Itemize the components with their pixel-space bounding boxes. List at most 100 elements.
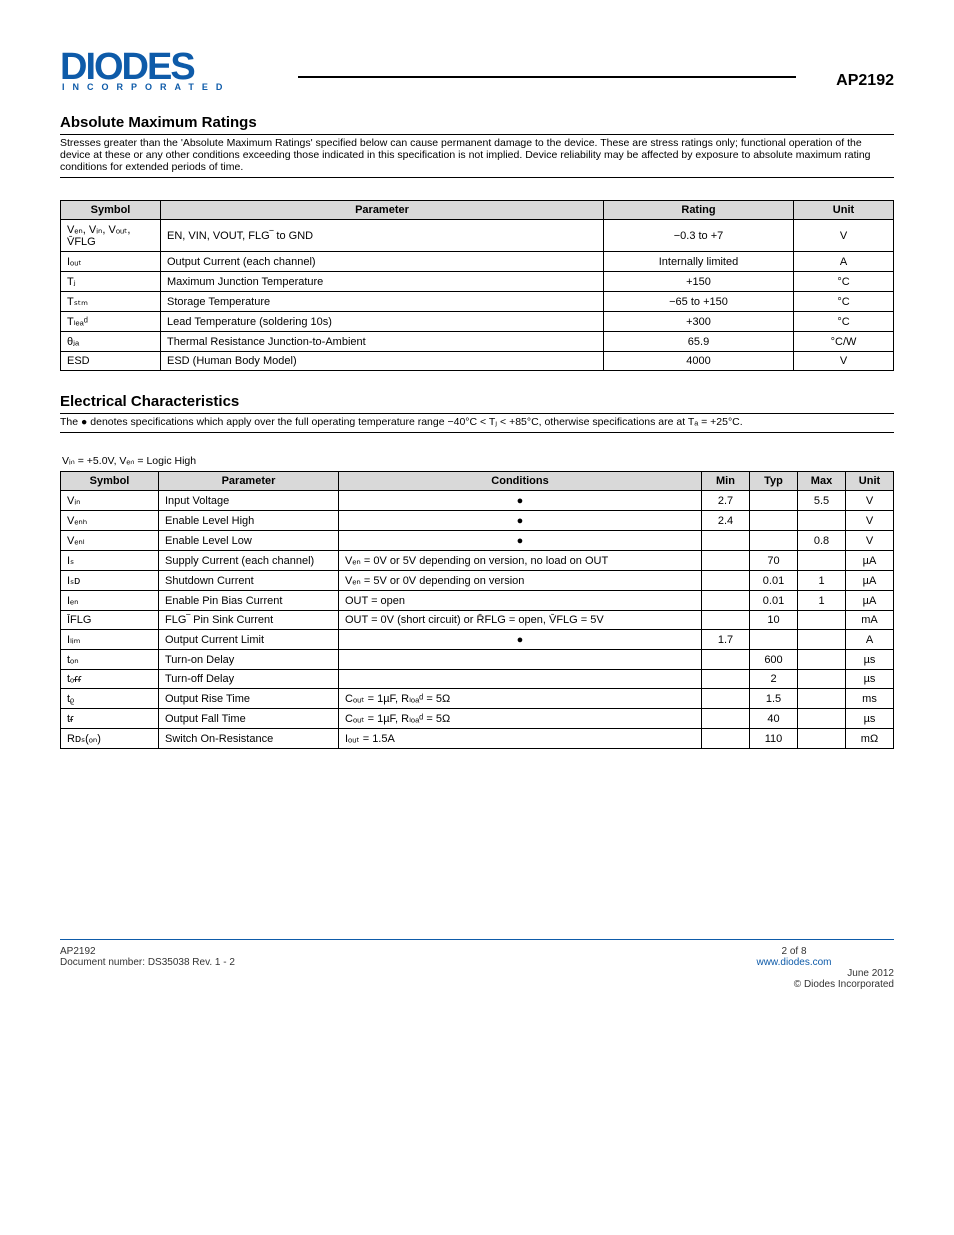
cell: Iₗᵢₘ — [61, 630, 159, 650]
logo-wordmark: DIODES — [60, 50, 290, 84]
cell — [798, 670, 846, 689]
col-rating: Rating — [604, 201, 794, 220]
col-min: Min — [702, 472, 750, 491]
cell: 110 — [750, 729, 798, 749]
cell: Supply Current (each channel) — [159, 551, 339, 571]
cell: Turn-on Delay — [159, 650, 339, 670]
cell: A — [846, 630, 894, 650]
cell: FLG‾ Pin Sink Current — [159, 611, 339, 630]
table-header-row: Symbol Parameter Conditions Min Typ Max … — [61, 472, 894, 491]
cell: V — [846, 531, 894, 551]
cell: µs — [846, 670, 894, 689]
col-unit: Unit — [846, 472, 894, 491]
part-number: AP2192 — [804, 72, 894, 92]
logo-subtext: INCORPORATED — [60, 82, 290, 92]
condition-note: Vᵢₙ = +5.0V, Vₑₙ = Logic High — [62, 455, 894, 467]
cell: Tₛₜₘ — [61, 292, 161, 312]
cell: Lead Temperature (soldering 10s) — [161, 312, 604, 332]
cell: Iₒᵤₜ = 1.5A — [339, 729, 702, 749]
amr-table: Symbol Parameter Rating Unit Vₑₙ, Vᵢₙ, V… — [60, 200, 894, 371]
cell: Output Current Limit — [159, 630, 339, 650]
cell: Iₛ — [61, 551, 159, 571]
cell: ● — [339, 531, 702, 551]
cell: OUT = 0V (short circuit) or R̄FLG = open… — [339, 611, 702, 630]
cell: Maximum Junction Temperature — [161, 272, 604, 292]
footer-date: June 2012 — [694, 968, 894, 979]
cell: ● — [339, 630, 702, 650]
cell — [702, 591, 750, 611]
cell — [702, 611, 750, 630]
cell: 0.01 — [750, 571, 798, 591]
table-row: tₒᵳᵳTurn-off Delay2µs — [61, 670, 894, 689]
cell: Iₛᴅ — [61, 571, 159, 591]
table-row: VᵢₙInput Voltage●2.75.5V — [61, 491, 894, 511]
cell — [339, 650, 702, 670]
footer-part: AP2192 — [60, 946, 260, 957]
cell: Enable Level Low — [159, 531, 339, 551]
cell: Storage Temperature — [161, 292, 604, 312]
cell — [702, 650, 750, 670]
cell: µA — [846, 551, 894, 571]
footer-page: 2 of 8 — [694, 946, 894, 957]
section-title-ec: Electrical Characteristics — [60, 393, 894, 414]
table-row: θⱼₐThermal Resistance Junction-to-Ambien… — [61, 332, 894, 352]
cell: 600 — [750, 650, 798, 670]
cell: Rᴅₛ(ₒₙ) — [61, 729, 159, 749]
cell: V — [794, 220, 894, 252]
cell: Cₒᵤₜ = 1µF, Rₗₒₐᵈ = 5Ω — [339, 709, 702, 729]
cell — [702, 729, 750, 749]
table-row: tᵨOutput Rise TimeCₒᵤₜ = 1µF, Rₗₒₐᵈ = 5Ω… — [61, 689, 894, 709]
section-subtitle-amr: Stresses greater than the 'Absolute Maxi… — [60, 137, 894, 178]
table-row: TₗₑₐᵈLead Temperature (soldering 10s)+30… — [61, 312, 894, 332]
cell: 1.7 — [702, 630, 750, 650]
table-row: VₑₙₕEnable Level High●2.4V — [61, 511, 894, 531]
cell: Enable Pin Bias Current — [159, 591, 339, 611]
header-rule — [298, 76, 796, 78]
cell: °C — [794, 312, 894, 332]
footer-right: June 2012 © Diodes Incorporated — [694, 968, 894, 990]
cell: 1.5 — [750, 689, 798, 709]
footer-link[interactable]: www.diodes.com — [756, 957, 831, 968]
cell: Output Rise Time — [159, 689, 339, 709]
cell: Switch On-Resistance — [159, 729, 339, 749]
col-parameter: Parameter — [159, 472, 339, 491]
cell: ESD — [61, 352, 161, 371]
table-row: ĪFLGFLG‾ Pin Sink CurrentOUT = 0V (shor… — [61, 611, 894, 630]
cell: Output Current (each channel) — [161, 252, 604, 272]
col-unit: Unit — [794, 201, 894, 220]
ec-table: Symbol Parameter Conditions Min Typ Max … — [60, 471, 894, 749]
cell — [750, 630, 798, 650]
cell — [702, 709, 750, 729]
cell — [750, 491, 798, 511]
section-subtitle-ec: The ● denotes specifications which apply… — [60, 416, 894, 433]
cell: °C — [794, 272, 894, 292]
cell: Input Voltage — [159, 491, 339, 511]
cell: Shutdown Current — [159, 571, 339, 591]
footer-docnum: Document number: DS35038 Rev. 1 - 2 — [60, 957, 260, 968]
table-row: ESDESD (Human Body Model)4000V — [61, 352, 894, 371]
cell: Tₗₑₐᵈ — [61, 312, 161, 332]
cell — [702, 531, 750, 551]
cell — [702, 670, 750, 689]
cell: Turn-off Delay — [159, 670, 339, 689]
cell: 4000 — [604, 352, 794, 371]
table-row: IₑₙEnable Pin Bias CurrentOUT = open0.01… — [61, 591, 894, 611]
table-row: tₒₙTurn-on Delay600µs — [61, 650, 894, 670]
cell: Iₑₙ — [61, 591, 159, 611]
footer-center: 2 of 8 www.diodes.com — [694, 946, 894, 968]
cell: tᵳ — [61, 709, 159, 729]
cell: µs — [846, 709, 894, 729]
cell: 1 — [798, 591, 846, 611]
cell: ms — [846, 689, 894, 709]
cell: Internally limited — [604, 252, 794, 272]
cell: Tⱼ — [61, 272, 161, 292]
col-conditions: Conditions — [339, 472, 702, 491]
cell: 5.5 — [798, 491, 846, 511]
cell: Iₒᵤₜ — [61, 252, 161, 272]
cell: +150 — [604, 272, 794, 292]
cell: 2 — [750, 670, 798, 689]
cell — [798, 729, 846, 749]
cell: −0.3 to +7 — [604, 220, 794, 252]
cell: Output Fall Time — [159, 709, 339, 729]
cell: mΩ — [846, 729, 894, 749]
